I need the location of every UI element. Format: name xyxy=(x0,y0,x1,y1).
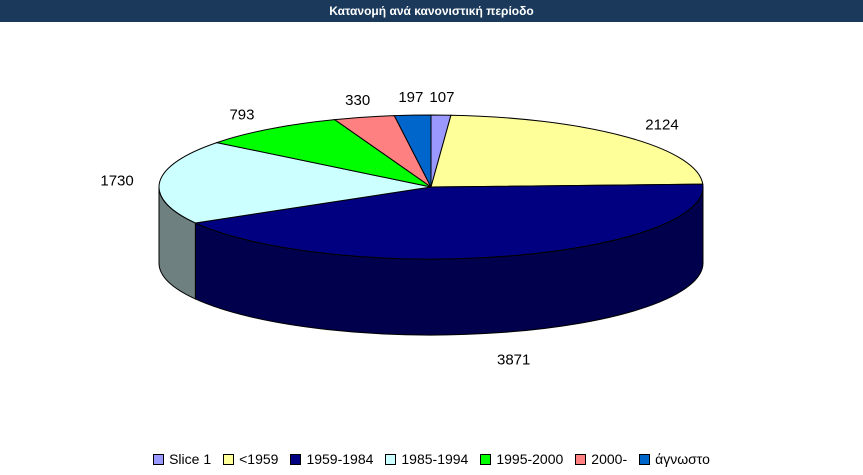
value-label-slice-1: 107 xyxy=(429,89,454,106)
chart-legend: Slice 1 <1959 1959-1984 1985-1994 1995-2000 2… xyxy=(0,449,863,469)
legend-swatch xyxy=(639,453,651,465)
legend-item-1959: <1959 xyxy=(223,451,278,467)
value-label-1985-1994: 1730 xyxy=(100,173,133,190)
value-label-1995-2000: 793 xyxy=(229,106,254,123)
legend-item-1959-1984: 1959-1984 xyxy=(290,451,373,467)
legend-item-slice-1: Slice 1 xyxy=(153,451,211,467)
value-label-2000: 330 xyxy=(345,92,370,109)
legend-label: 1959-1984 xyxy=(306,451,374,467)
pie-value-labels: 107 2124 3871 1730 793 330 197 xyxy=(100,89,678,368)
legend-swatch xyxy=(480,453,492,465)
pie-slice-1995-2000 xyxy=(214,119,432,188)
legend-label: άγνωστο xyxy=(655,451,710,467)
value-label-1959: 2124 xyxy=(645,116,678,133)
legend-label: <1959 xyxy=(239,451,279,467)
legend-swatch xyxy=(290,453,302,465)
value-label-άγνωστο: 197 xyxy=(398,89,423,106)
legend-label: 1995-2000 xyxy=(496,451,564,467)
value-label-1959-1984: 3871 xyxy=(497,351,530,368)
legend-label: 2000- xyxy=(591,451,628,467)
pie-top-faces xyxy=(158,114,704,260)
legend-item-άγνωστο: άγνωστο xyxy=(639,451,710,467)
pie-slice-1985-1994 xyxy=(158,142,432,224)
pie-slice-1959-1984 xyxy=(193,183,704,260)
legend-swatch xyxy=(153,453,165,465)
legend-label: Slice 1 xyxy=(169,451,212,467)
pie-chart: 107 2124 3871 1730 793 330 197 xyxy=(100,89,704,368)
pie-slice-1959 xyxy=(430,114,704,188)
legend-swatch xyxy=(575,453,587,465)
legend-swatch xyxy=(223,453,235,465)
legend-label: 1985-1994 xyxy=(401,451,469,467)
chart-area: 107 2124 3871 1730 793 330 197 xyxy=(0,22,863,475)
legend-item-2000: 2000- xyxy=(575,451,627,467)
chart-title: Κατανομή ανά κανονιστική περίοδο xyxy=(0,0,863,22)
legend-item-1995-2000: 1995-2000 xyxy=(480,451,563,467)
legend-swatch xyxy=(385,453,397,465)
pie-slice-άγνωστο xyxy=(393,114,432,188)
legend-item-1985-1994: 1985-1994 xyxy=(385,451,468,467)
